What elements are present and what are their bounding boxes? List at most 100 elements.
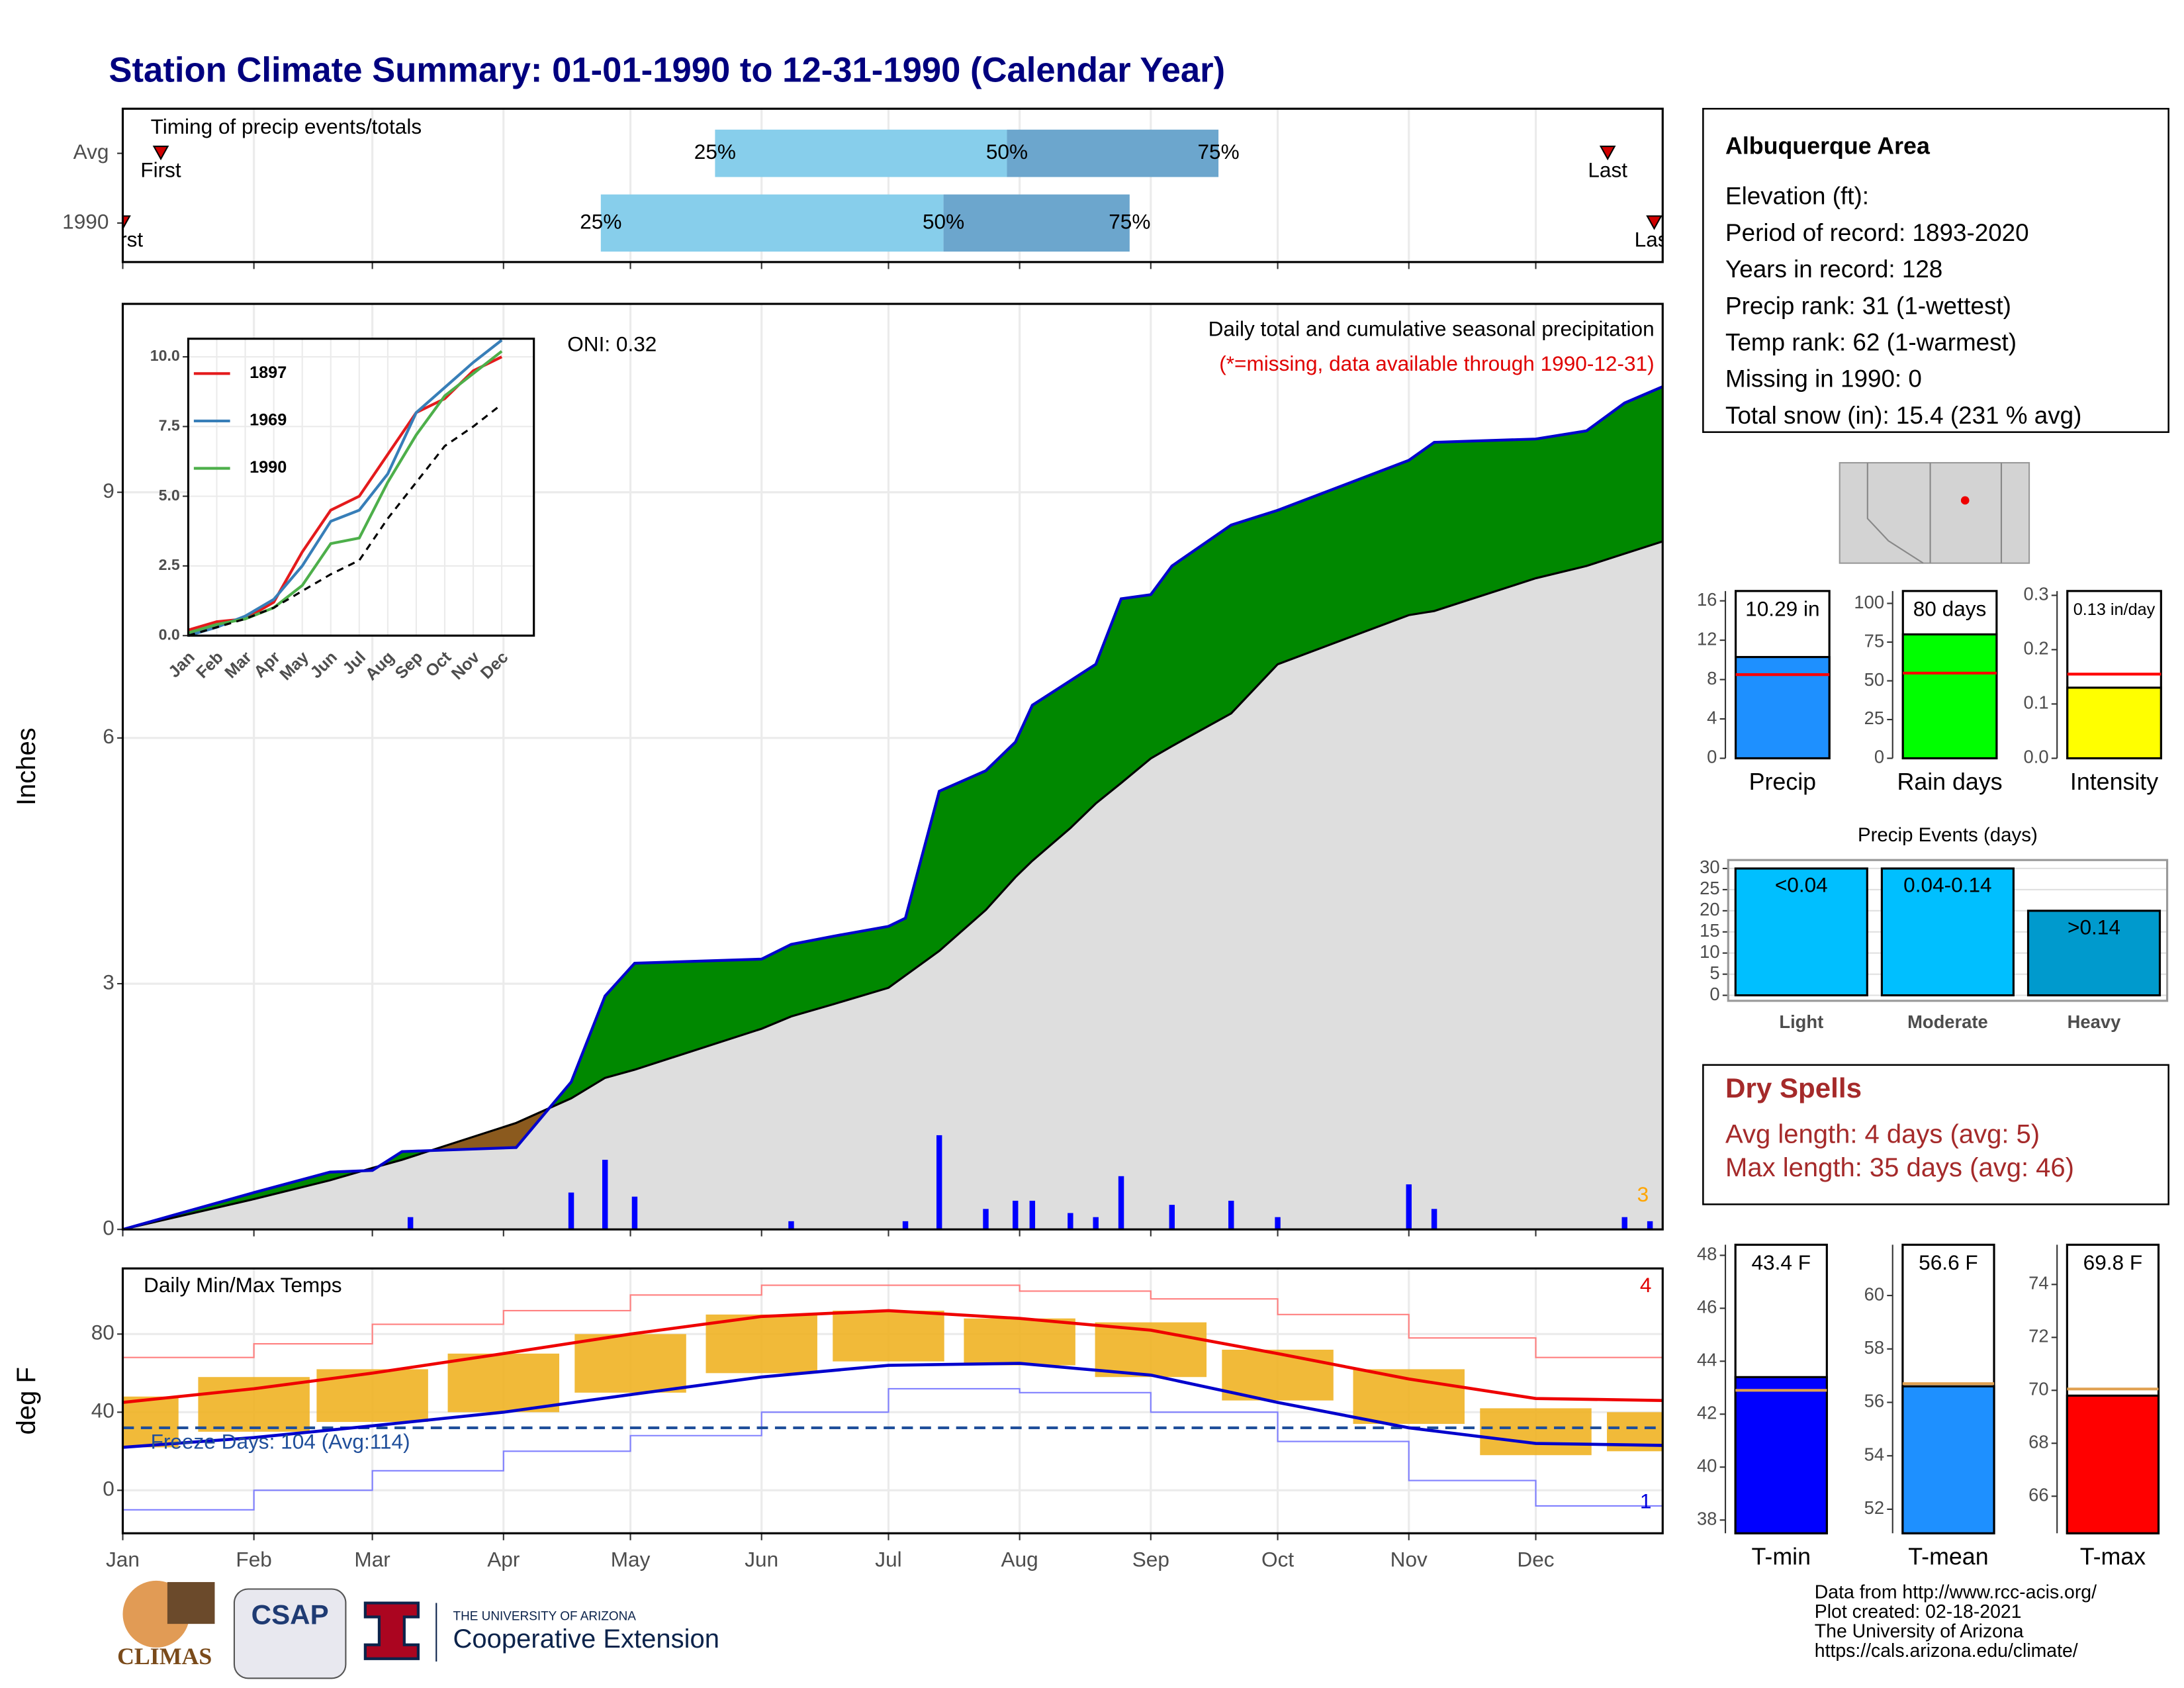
- y-tick-label: 40: [91, 1399, 114, 1423]
- csap-logo: [233, 1588, 347, 1679]
- note-missing: (*=missing, data available through 1990-…: [1219, 352, 1654, 375]
- event-label: First: [140, 158, 181, 181]
- y-tick-label: 0: [103, 1216, 114, 1240]
- panel-frame: [187, 338, 535, 637]
- x-tick-label: Intensity: [2070, 769, 2158, 795]
- x-tick-label: Sep: [1132, 1548, 1169, 1571]
- legend-label: 1990: [250, 458, 287, 477]
- quantile-label: 50%: [923, 209, 964, 233]
- row-label: 1990: [62, 209, 109, 233]
- y-tick-label: 66: [2028, 1485, 2048, 1505]
- daily-bar: [1647, 1221, 1653, 1230]
- x-tick-label: T-mean: [1908, 1544, 1988, 1570]
- y-tick-label: 0: [103, 1477, 114, 1501]
- dry-spells-box: [1702, 1064, 2169, 1205]
- bar: [2066, 686, 2162, 760]
- quartile-bar: [1007, 129, 1219, 177]
- daily-bar: [902, 1221, 909, 1230]
- value-label: 0.13 in/day: [2073, 600, 2156, 619]
- y-tick-label: 3: [103, 970, 114, 994]
- panel-frame: [1727, 859, 2169, 1002]
- info-line: Elevation (ft):: [1725, 183, 1869, 210]
- ua-logo: [363, 1601, 420, 1660]
- annotation: 3: [1637, 1182, 1649, 1206]
- daily-bar: [1406, 1184, 1412, 1230]
- y-tick-label: 0.0: [2024, 747, 2049, 767]
- daily-bar: [1093, 1217, 1099, 1230]
- x-tick-label: T-min: [1752, 1544, 1811, 1570]
- y-tick-label: 72: [2028, 1326, 2048, 1346]
- freeze-label: Freeze Days: 104 (Avg:114): [151, 1429, 410, 1453]
- map-bg: [1839, 462, 2030, 564]
- normal-line: [122, 540, 1663, 1231]
- y-tick-label: 56: [1864, 1391, 1884, 1411]
- y-tick-label: 75: [1864, 630, 1884, 651]
- page-title: Station Climate Summary: 01-01-1990 to 1…: [109, 50, 1225, 89]
- y-tick-label: 48: [1697, 1244, 1717, 1264]
- oni: ONI: 0.32: [567, 332, 657, 356]
- y-tick-label: 68: [2028, 1432, 2048, 1452]
- footer-line: https://cals.arizona.edu/climate/: [1815, 1640, 2078, 1662]
- daily-bar: [1029, 1200, 1036, 1230]
- x-tick-label: Rain days: [1897, 769, 2002, 795]
- info-line: Temp rank: 62 (1-warmest): [1725, 328, 2017, 355]
- cumulative-line: [122, 385, 1664, 1231]
- daily-range: [1222, 1349, 1334, 1401]
- quantile-label: 75%: [1109, 209, 1150, 233]
- bar: [1901, 1385, 1995, 1534]
- annotation: 4: [1640, 1273, 1652, 1297]
- y-tick-label: 40: [1697, 1456, 1717, 1476]
- y-tick-label: 6: [103, 724, 114, 748]
- bar: [1734, 867, 1868, 997]
- x-tick-label: Aug: [1001, 1548, 1038, 1571]
- daily-bar: [1228, 1200, 1234, 1230]
- logos: [122, 1580, 437, 1679]
- y-axis-label: deg F: [12, 1367, 41, 1434]
- footer-line: Data from http://www.rcc-acis.org/: [1815, 1581, 2097, 1603]
- y-tick-label: 58: [1864, 1337, 1884, 1358]
- x-tick-label: Heavy: [2068, 1011, 2121, 1032]
- y-tick-label: 8: [1707, 668, 1717, 688]
- x-tick-label: Light: [1779, 1011, 1823, 1032]
- daily-range: [198, 1377, 310, 1432]
- quantile-label: 50%: [986, 140, 1028, 164]
- y-tick-label: 0.0: [159, 626, 180, 643]
- daily-bar: [568, 1192, 574, 1230]
- y-tick-label: 9: [103, 479, 114, 502]
- daily-range: [574, 1334, 686, 1393]
- y-tick-label: 10: [1700, 941, 1719, 962]
- info-line: Years in record: 128: [1725, 256, 1942, 283]
- daily-bar: [1013, 1200, 1019, 1230]
- daily-bar: [1068, 1213, 1073, 1230]
- dry-spells-line: Max length: 35 days (avg: 46): [1725, 1153, 2074, 1182]
- bar: [2066, 1394, 2160, 1534]
- logo-text: CSAP: [251, 1599, 329, 1630]
- bar: [1880, 867, 2015, 997]
- quartile-bar: [943, 194, 1130, 252]
- y-tick-label: 30: [1700, 857, 1719, 877]
- quantile-label: 75%: [1197, 140, 1239, 164]
- daily-bar: [983, 1209, 989, 1230]
- y-tick-label: 0.2: [2024, 638, 2049, 659]
- value-label: 43.4 F: [1752, 1250, 1811, 1274]
- logo-text: Cooperative Extension: [453, 1624, 719, 1654]
- daily-range: [447, 1353, 560, 1413]
- y-tick-label: 2.5: [159, 556, 180, 573]
- y-tick-label: 7.5: [159, 416, 180, 434]
- y-tick-label: 74: [2028, 1273, 2048, 1293]
- normal-line: [122, 1309, 1663, 1404]
- bin-label: >0.14: [2068, 915, 2120, 939]
- x-tick-label: Apr: [487, 1548, 520, 1571]
- event-marker: [152, 146, 169, 161]
- daily-bar: [1621, 1217, 1627, 1230]
- dry-spells-line: Avg length: 4 days (avg: 5): [1725, 1120, 2040, 1149]
- y-tick-label: 80: [91, 1321, 114, 1344]
- daily-bar: [788, 1221, 794, 1230]
- y-tick-label: 100: [1854, 592, 1884, 612]
- x-tick-label: Jun: [745, 1548, 778, 1571]
- y-tick-label: 70: [2028, 1379, 2048, 1399]
- y-tick-label: 44: [1697, 1350, 1717, 1370]
- event-marker: [1599, 146, 1616, 161]
- daily-range: [122, 1396, 179, 1448]
